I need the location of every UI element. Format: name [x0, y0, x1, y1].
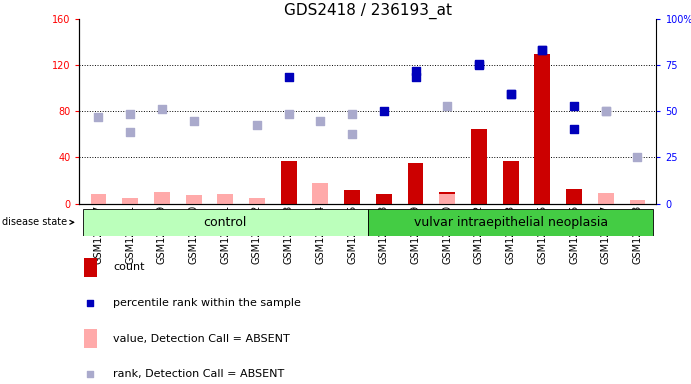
Text: vulvar intraepithelial neoplasia: vulvar intraepithelial neoplasia [413, 216, 607, 229]
Text: value, Detection Call = ABSENT: value, Detection Call = ABSENT [113, 334, 290, 344]
Point [156, 106, 167, 112]
Bar [566, 189, 582, 204]
Text: control: control [204, 216, 247, 229]
Bar [376, 194, 392, 204]
Point [600, 108, 612, 114]
Text: percentile rank within the sample: percentile rank within the sample [113, 298, 301, 308]
Bar [154, 192, 170, 204]
Text: disease state: disease state [1, 217, 74, 227]
Bar [598, 193, 614, 204]
Point [347, 111, 358, 117]
Bar [408, 163, 424, 204]
Point [85, 300, 96, 306]
Point [569, 126, 580, 132]
Point [410, 74, 421, 80]
Bar [122, 198, 138, 204]
Point [537, 47, 548, 53]
Point [283, 111, 294, 117]
Point [505, 91, 516, 97]
Bar [630, 200, 645, 204]
Bar [439, 192, 455, 204]
Point [124, 111, 135, 117]
Point [569, 103, 580, 109]
Title: GDS2418 / 236193_at: GDS2418 / 236193_at [284, 3, 452, 19]
Bar [368, 209, 653, 236]
Bar [281, 161, 296, 204]
Bar [84, 329, 97, 349]
Bar [249, 198, 265, 204]
Point [124, 129, 135, 135]
Point [600, 108, 612, 114]
Point [473, 61, 484, 67]
Point [505, 91, 516, 97]
Point [347, 131, 358, 137]
Bar [534, 54, 550, 204]
Text: rank, Detection Call = ABSENT: rank, Detection Call = ABSENT [113, 369, 284, 379]
Point [473, 62, 484, 68]
Point [442, 103, 453, 109]
Point [632, 154, 643, 161]
Point [93, 114, 104, 120]
Point [85, 371, 96, 377]
Point [537, 47, 548, 53]
Bar [344, 190, 360, 204]
Bar [502, 161, 518, 204]
Bar [439, 194, 455, 204]
Bar [83, 209, 368, 236]
Text: count: count [113, 263, 144, 273]
Bar [312, 183, 328, 204]
Bar [84, 258, 97, 277]
Point [378, 108, 389, 114]
Point [252, 122, 263, 128]
Point [410, 68, 421, 74]
Bar [91, 194, 106, 204]
Bar [471, 129, 487, 204]
Point [315, 118, 326, 124]
Point [283, 74, 294, 80]
Bar [186, 195, 202, 204]
Bar [218, 194, 234, 204]
Point [188, 118, 199, 124]
